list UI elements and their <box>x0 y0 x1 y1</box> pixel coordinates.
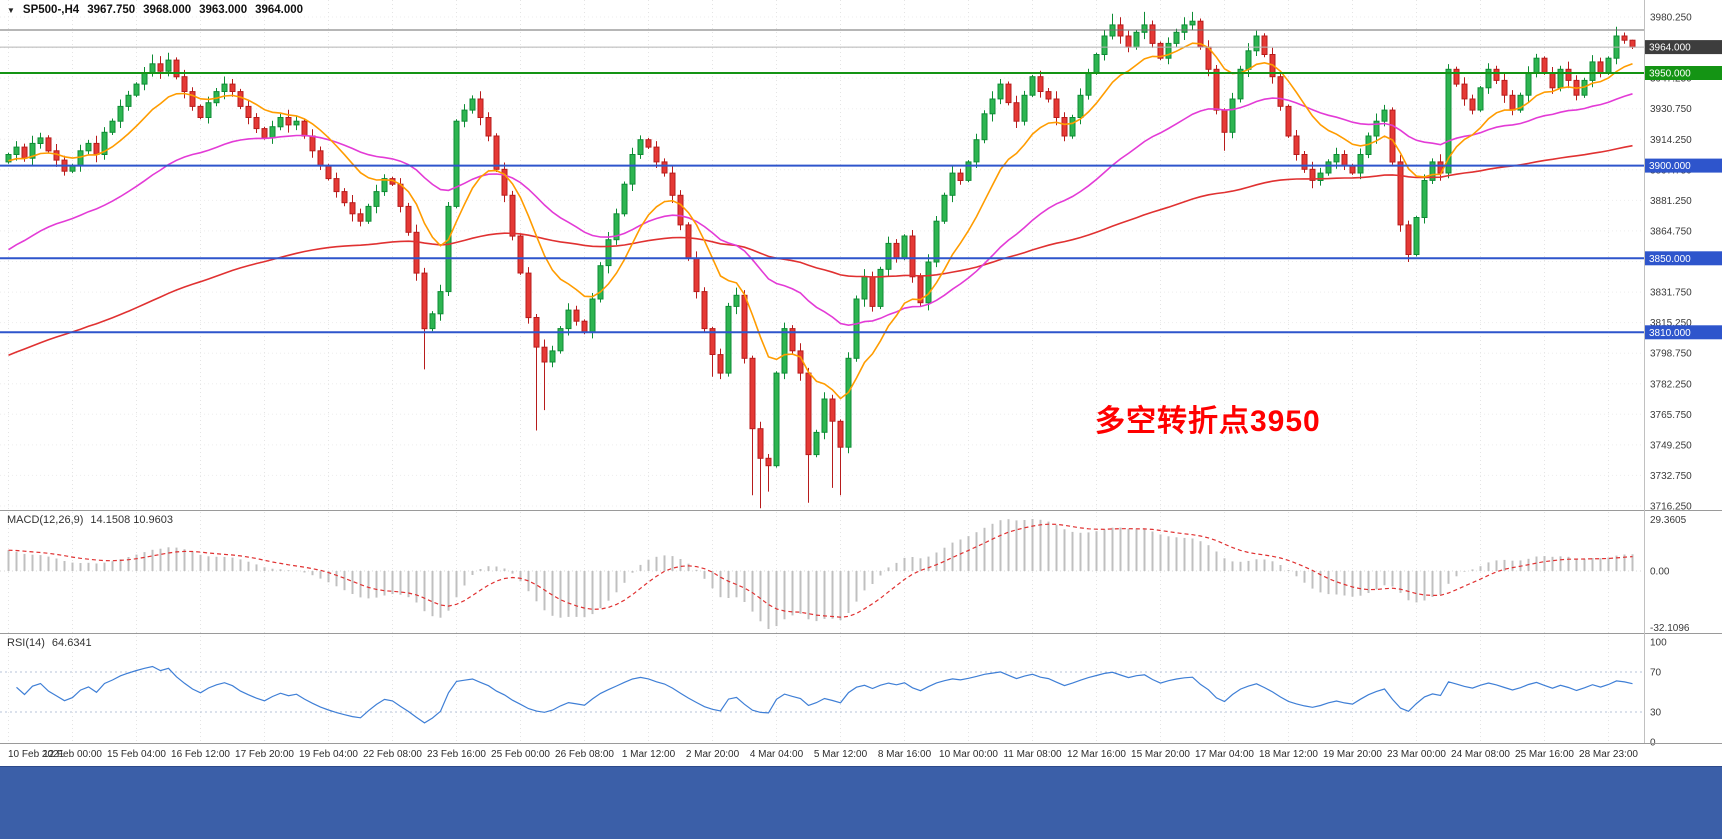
price-tick-label: 3864.750 <box>1650 226 1692 237</box>
ma-slow-line <box>8 144 1633 356</box>
time-axis-label: 10 Mar 00:00 <box>939 749 998 760</box>
price-line-badge-label: 3964.000 <box>1649 43 1691 54</box>
price-line-badge-label: 3950.000 <box>1649 69 1691 80</box>
price-high: 3968.000 <box>143 4 192 16</box>
rsi-axis-label: 30 <box>1650 708 1662 719</box>
time-axis-label: 2 Mar 20:00 <box>686 749 740 760</box>
price-line-badge <box>1645 251 1722 266</box>
candles-layer <box>5 11 1636 509</box>
time-axis-label: 25 Mar 16:00 <box>1515 749 1574 760</box>
time-axis-label: 1 Mar 12:00 <box>622 749 676 760</box>
price-tick-label: 3930.750 <box>1650 104 1692 115</box>
chart-canvas[interactable]: 3980.2503963.7503947.2503930.7503914.250… <box>0 0 1722 766</box>
time-axis-label: 25 Feb 00:00 <box>491 749 550 760</box>
time-axis-label: 16 Feb 12:00 <box>171 749 230 760</box>
time-axis-label: 12 Feb 00:00 <box>43 749 102 760</box>
price-axis: 3980.2503963.7503947.2503930.7503914.250… <box>1645 13 1722 749</box>
price-line-badge <box>1645 66 1722 80</box>
macd-axis-label: 0.00 <box>1650 567 1670 578</box>
macd-name: MACD(12,26,9) <box>7 514 84 526</box>
rsi-axis-label: 100 <box>1650 638 1667 649</box>
price-tick-label: 3914.250 <box>1650 135 1692 146</box>
price-line-badge-label: 3850.000 <box>1649 254 1691 265</box>
price-line-badge-label: 3900.000 <box>1649 161 1691 172</box>
rsi-value: 64.6341 <box>51 637 92 649</box>
price-tick-label: 3749.250 <box>1650 440 1692 451</box>
time-axis-label: 17 Mar 04:00 <box>1195 749 1254 760</box>
price-line-badge-label: 3810.000 <box>1649 328 1691 339</box>
time-axis-label: 15 Mar 20:00 <box>1131 749 1190 760</box>
price-tick-label: 3716.250 <box>1650 502 1692 513</box>
time-axis-label: 18 Mar 12:00 <box>1259 749 1318 760</box>
price-line-badge <box>1645 158 1722 173</box>
time-axis-label: 19 Feb 04:00 <box>299 749 358 760</box>
price-low: 3963.000 <box>199 4 248 16</box>
chart-annotation-text: 多空转折点3950 <box>1095 405 1321 438</box>
price-line-badge <box>1645 40 1722 55</box>
time-axis-label: 11 Mar 08:00 <box>1003 749 1062 760</box>
price-close: 3964.000 <box>255 4 304 16</box>
macd-indicator-label: MACD(12,26,9) 14.1508 10.9603 <box>7 514 173 526</box>
price-tick-label: 3831.750 <box>1650 288 1692 299</box>
macd-values: 14.1508 10.9603 <box>90 514 174 526</box>
ma-mid-line <box>8 93 1633 327</box>
time-axis-label: 5 Mar 12:00 <box>814 749 868 760</box>
ma-fast-line <box>8 42 1633 400</box>
price-tick-label: 3782.250 <box>1650 379 1692 390</box>
macd-axis-label: 29.3605 <box>1650 515 1687 526</box>
time-axis-label: 12 Mar 16:00 <box>1067 749 1126 760</box>
time-axis-label: 24 Mar 08:00 <box>1451 749 1510 760</box>
time-axis-label: 23 Feb 16:00 <box>427 749 486 760</box>
rsi-axis-label: 70 <box>1650 668 1662 679</box>
time-axis-label: 26 Feb 08:00 <box>555 749 614 760</box>
time-axis-label: 15 Feb 04:00 <box>107 749 166 760</box>
time-axis-label: 23 Mar 00:00 <box>1387 749 1446 760</box>
time-axis-label: 8 Mar 16:00 <box>878 749 932 760</box>
time-axis-label: 19 Mar 20:00 <box>1323 749 1382 760</box>
price-tick-label: 3798.750 <box>1650 349 1692 360</box>
symbol-info-bar: ▼ SP500-,H4 3967.750 3968.000 3963.000 3… <box>7 4 303 16</box>
price-tick-label: 3881.250 <box>1650 196 1692 207</box>
time-axis-label: 28 Mar 23:00 <box>1579 749 1638 760</box>
time-axis-label: 17 Feb 20:00 <box>235 749 294 760</box>
rsi-indicator-label: RSI(14) 64.6341 <box>7 637 92 649</box>
price-tick-label: 3732.750 <box>1650 471 1692 482</box>
time-axis-label: 22 Feb 08:00 <box>363 749 422 760</box>
macd-histogram <box>7 519 1634 629</box>
macd-axis-label: -32.1096 <box>1650 623 1690 634</box>
price-line-badge <box>1645 325 1722 340</box>
price-tick-label: 3980.250 <box>1650 13 1692 24</box>
symbol-dropdown-icon[interactable]: ▼ <box>7 5 15 15</box>
rsi-name: RSI(14) <box>7 637 45 649</box>
time-axis-label: 4 Mar 04:00 <box>750 749 804 760</box>
time-axis-label: 10 Feb 2021 <box>8 749 65 760</box>
rsi-line <box>16 665 1633 724</box>
symbol-name: SP500-,H4 <box>22 4 80 16</box>
price-tick-label: 3815.250 <box>1650 318 1692 329</box>
price-tick-label: 3765.750 <box>1650 410 1692 421</box>
price-open: 3967.750 <box>87 4 136 16</box>
bottom-bar <box>0 766 1722 839</box>
